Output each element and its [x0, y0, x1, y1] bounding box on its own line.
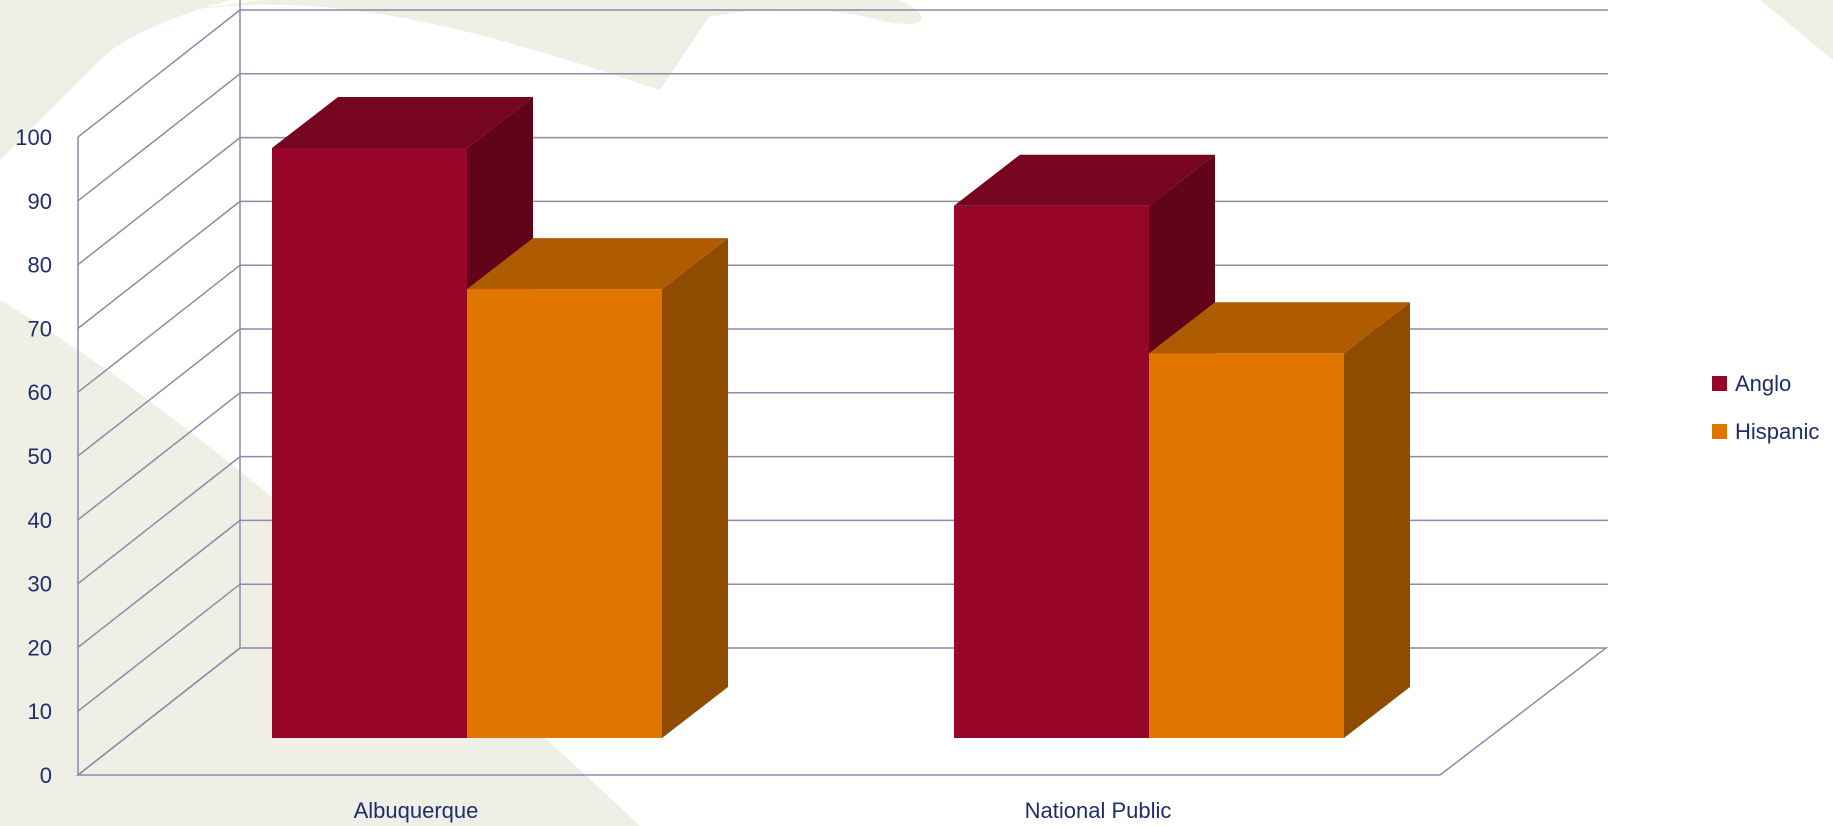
x-category-label: National Public: [1025, 798, 1172, 823]
bar-top: [954, 154, 1215, 206]
background-swoosh-center: [190, 0, 720, 90]
bar-front: [272, 148, 467, 738]
background-swoosh-top: [430, 0, 922, 30]
bar-front: [467, 289, 662, 738]
bar-front: [1149, 353, 1344, 738]
y-axis: 0 10 20 30 40 50 60 70 80 90 100: [15, 125, 52, 788]
gridline-diagonal: [77, 519, 241, 648]
gridline-diagonal: [77, 137, 241, 266]
gridline-diagonal: [77, 200, 241, 329]
background-corner-right: [1760, 0, 1833, 60]
y-tick-label: 40: [28, 508, 52, 533]
legend-swatch-hispanic: [1712, 424, 1727, 439]
bar-hispanic-0: [467, 238, 728, 738]
legend-label-hispanic: Hispanic: [1735, 419, 1819, 444]
y-tick-label: 60: [28, 380, 52, 405]
bar-hispanic-1: [1149, 302, 1410, 738]
y-tick-label: 80: [28, 253, 52, 278]
bar-top: [1149, 302, 1410, 354]
y-tick-label: 100: [15, 125, 52, 150]
legend: Anglo Hispanic: [1712, 371, 1819, 444]
bar-top: [272, 97, 533, 148]
bar-side: [662, 238, 728, 738]
bar-top: [467, 238, 728, 290]
gridline-diagonal: [77, 456, 241, 585]
gridline-diagonal: [77, 73, 241, 202]
bars: [272, 97, 1410, 738]
gridline-diagonal: [77, 328, 241, 457]
background-swoosh-left: [0, 0, 230, 160]
bar-front: [954, 205, 1149, 738]
y-tick-label: 10: [28, 699, 52, 724]
bar-side: [1344, 302, 1410, 738]
y-tick-label: 0: [40, 763, 52, 788]
gridline-diagonal: [77, 647, 241, 776]
y-tick-label: 70: [28, 316, 52, 341]
y-tick-label: 90: [28, 189, 52, 214]
x-category-label: Albuquerque: [354, 798, 479, 823]
gridline-diagonal: [77, 264, 241, 393]
gridline-diagonal: [77, 583, 241, 712]
y-tick-label: 20: [28, 635, 52, 660]
gridline-diagonal: [77, 392, 241, 521]
legend-swatch-anglo: [1712, 376, 1727, 391]
x-axis-labels: Albuquerque National Public: [354, 798, 1172, 823]
y-tick-label: 50: [28, 444, 52, 469]
y-tick-label: 30: [28, 572, 52, 597]
legend-label-anglo: Anglo: [1735, 371, 1791, 396]
gridline-diagonal: [77, 9, 241, 138]
